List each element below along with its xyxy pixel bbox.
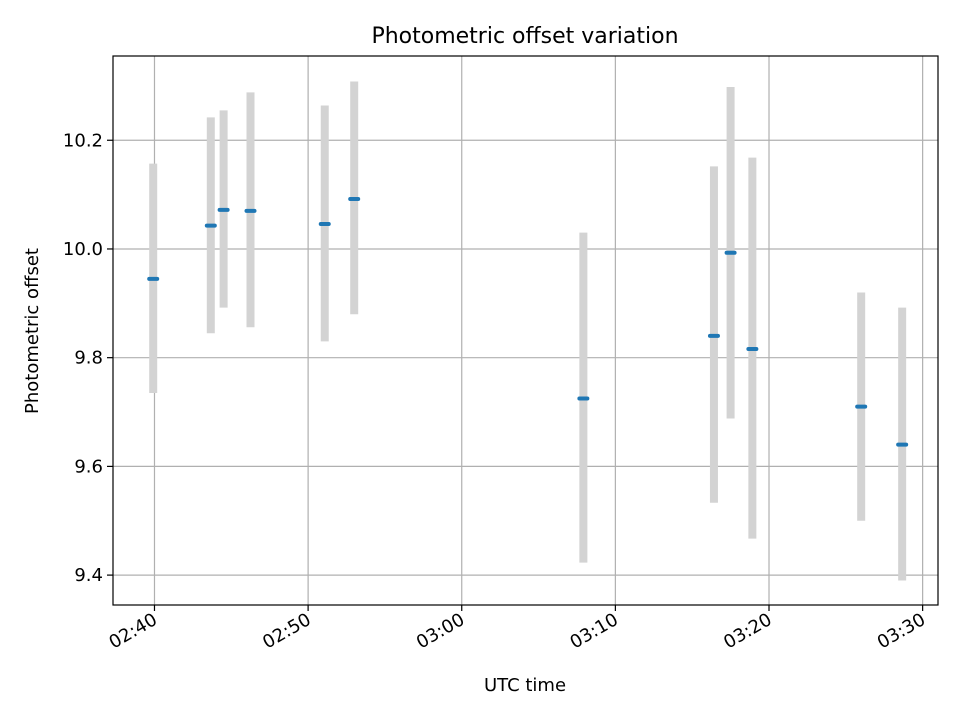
x-tick-label: 03:00 [413,609,468,653]
y-axis-ticks: 9.4 9.6 9.8 10.0 10.2 [63,130,113,586]
y-tick-label: 9.4 [74,565,103,586]
x-axis-label: UTC time [484,675,566,696]
errorbar-series [149,81,907,581]
y-axis-label: Photometric offset [22,248,43,414]
x-tick-label: 02:50 [259,609,314,653]
x-tick-label: 03:30 [874,609,929,653]
plot-frame [112,55,939,606]
x-tick-label: 03:20 [720,609,775,653]
y-tick-label: 10.0 [63,239,103,260]
x-tick-label: 03:10 [566,609,621,653]
y-tick-label: 10.2 [63,130,103,151]
x-tick-label: 02:40 [106,609,161,653]
x-axis-ticks: 02:40 02:50 03:00 03:10 03:20 03:30 [106,605,929,653]
grid [113,56,938,605]
y-tick-label: 9.6 [74,456,103,477]
chart-title: Photometric offset variation [371,24,678,49]
marker-series [147,196,909,447]
y-tick-label: 9.8 [74,348,103,369]
